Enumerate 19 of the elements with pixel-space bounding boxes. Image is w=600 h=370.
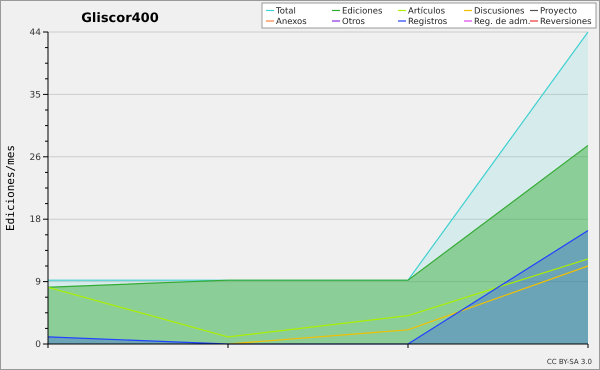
legend-label: Artículos [408, 6, 446, 16]
legend-label: Reg. de adm. [474, 17, 530, 27]
chart-title: Gliscor400 [81, 11, 159, 26]
y-tick-label: 9 [35, 278, 42, 288]
legend-label: Ediciones [342, 6, 383, 16]
y-axis-title: Ediciones/mes [4, 144, 17, 232]
legend-label: Anexos [276, 17, 308, 27]
line-series [47, 258, 589, 338]
legend-label: Total [275, 6, 296, 16]
legend-label: Otros [342, 17, 366, 27]
y-tick-label: 18 [30, 215, 42, 226]
legend-label: Proyecto [540, 6, 577, 16]
legend-label: Registros [408, 17, 448, 27]
y-tick-label: 26 [30, 152, 42, 163]
y-tick-label: 0 [35, 340, 42, 350]
y-tick-label: 44 [30, 28, 42, 38]
legend-label: Discusiones [474, 6, 526, 16]
y-tick-label: 35 [30, 90, 41, 100]
legend-label: Reversiones [540, 17, 592, 27]
